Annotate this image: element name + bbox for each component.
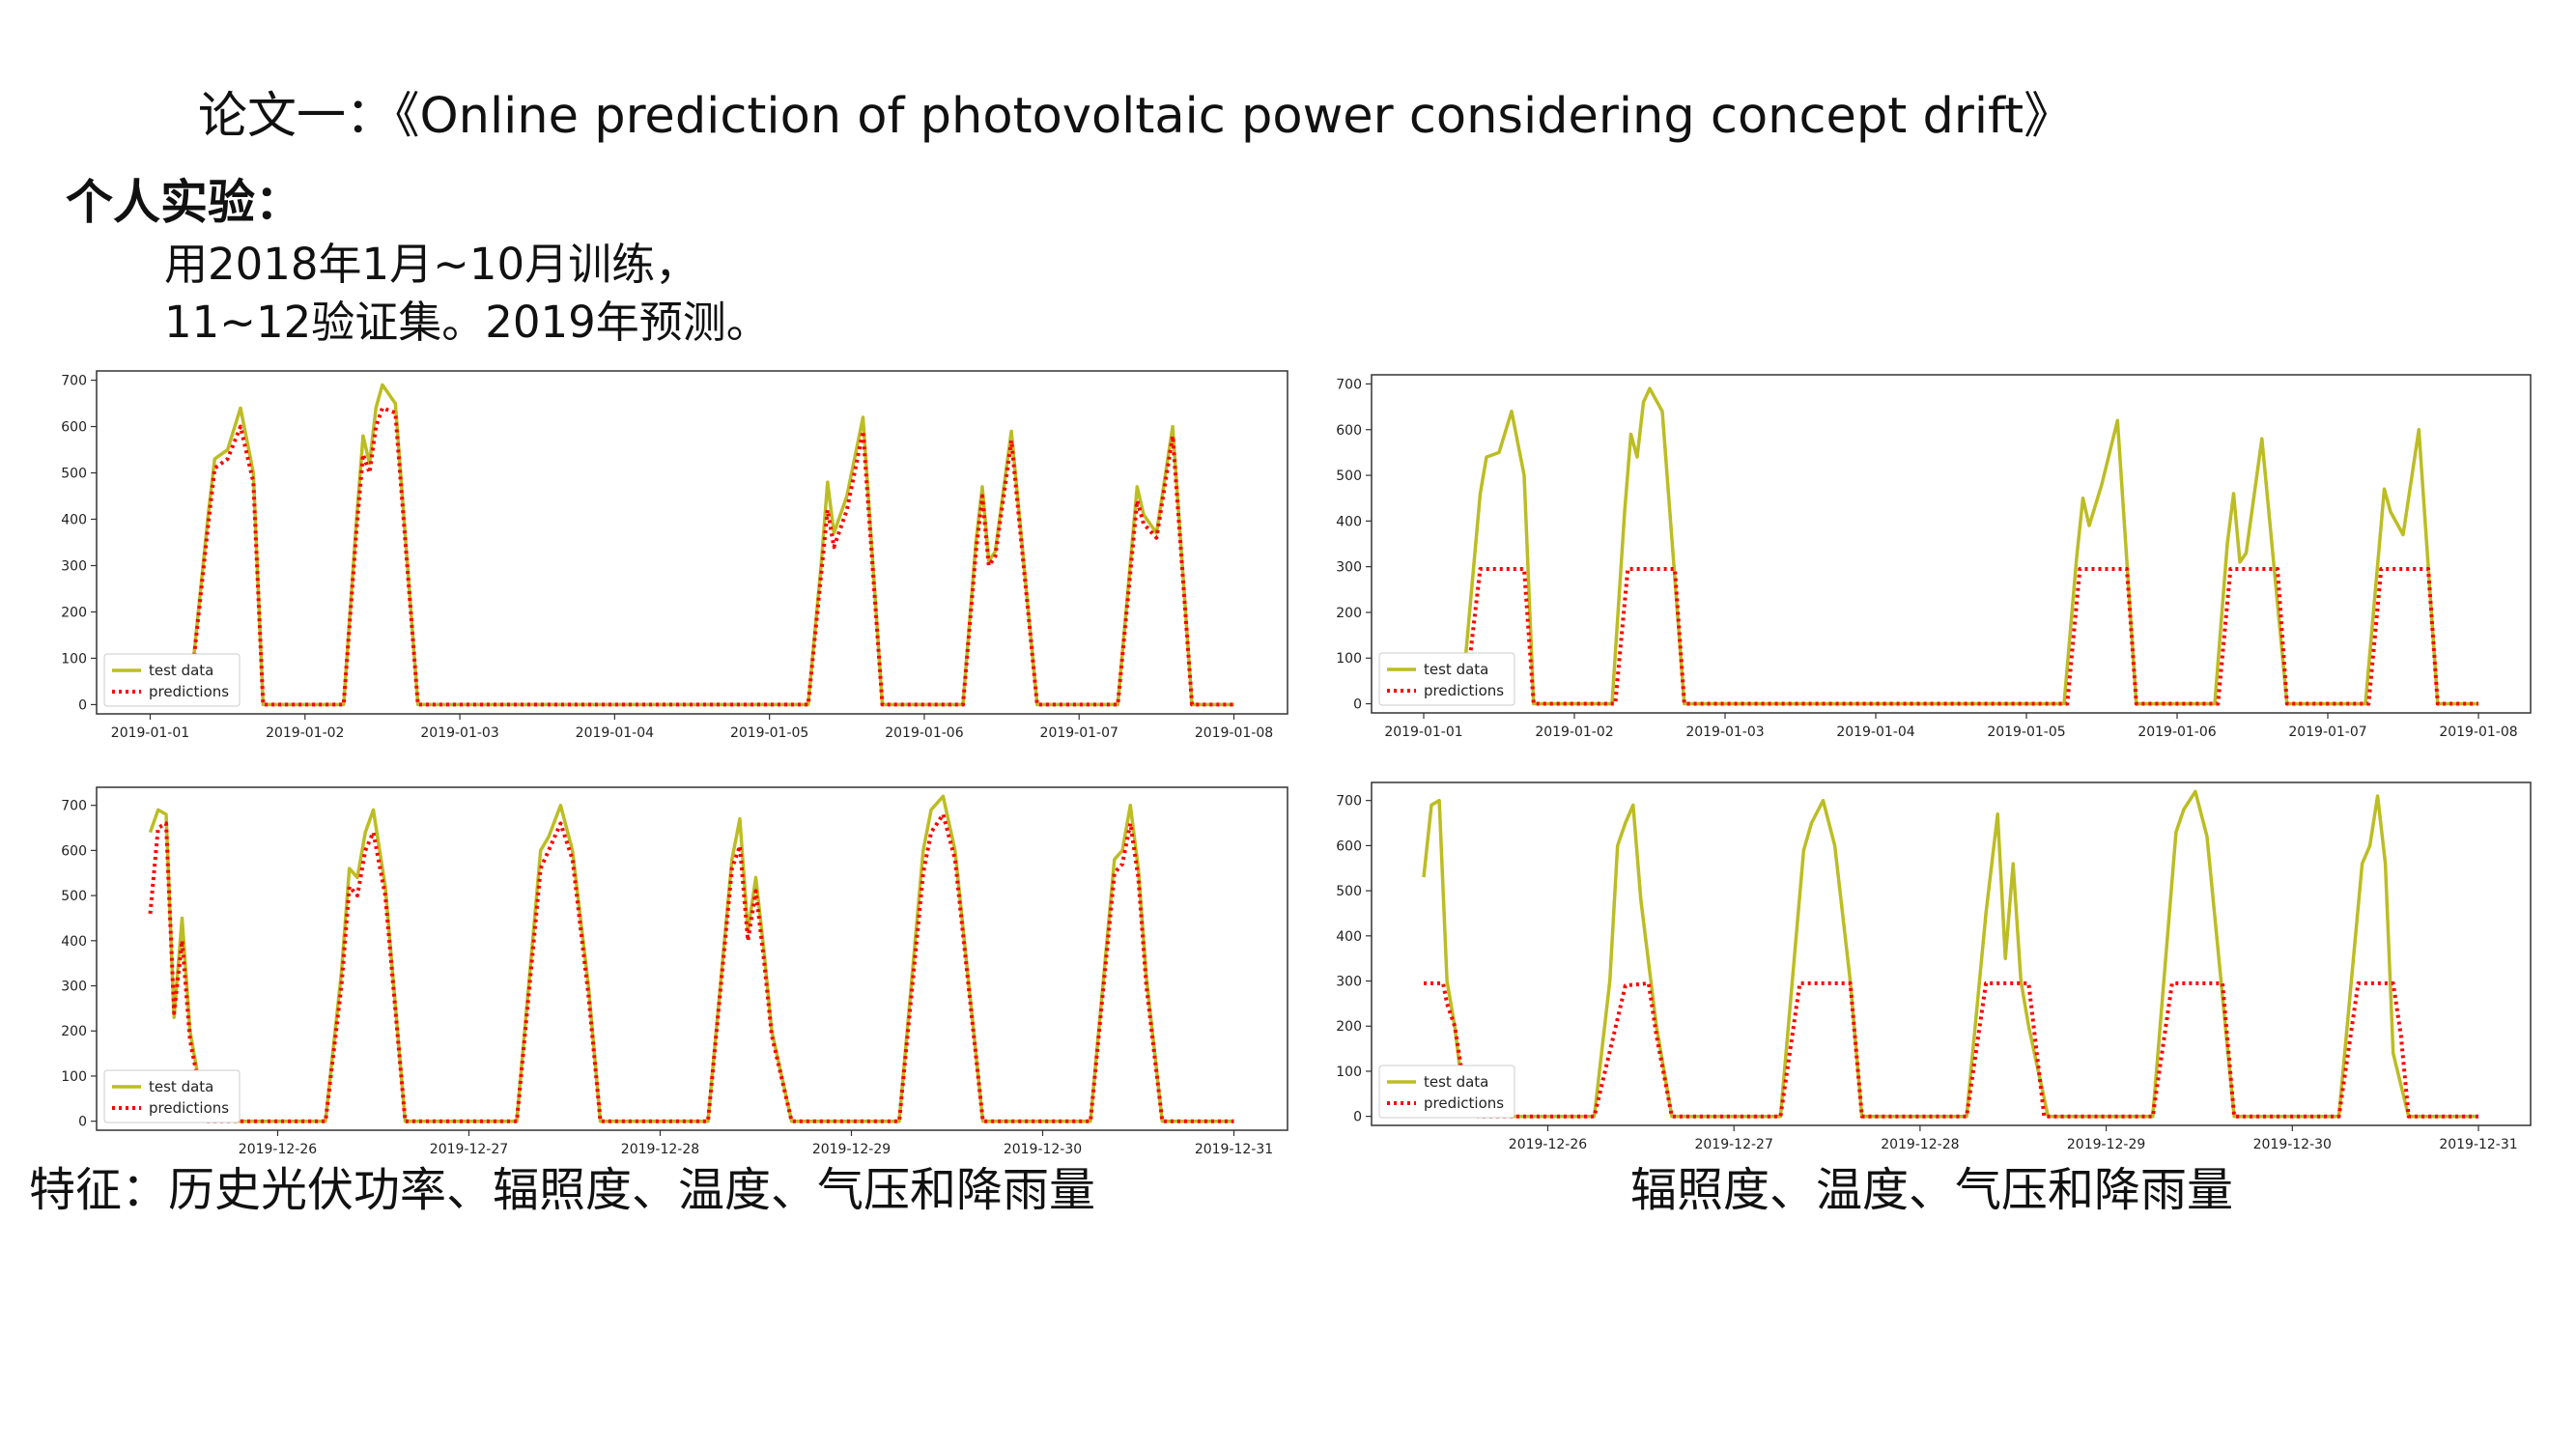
legend-label: predictions: [149, 1099, 229, 1117]
y-tick-label: 400: [61, 934, 87, 950]
x-tick-label: 2019-12-31: [2439, 1137, 2517, 1152]
series-line-predictions: [1424, 567, 2478, 706]
caption-left: 特征：历史光伏功率、辐照度、温度、气压和降雨量: [29, 1163, 1096, 1217]
chart-top-left: 0 100 200 300 400 500 600 700 2019-01-01 2019-01-…: [61, 370, 1288, 741]
plot-frame: [96, 370, 1288, 715]
x-tick-label: 2019-01-01: [1384, 724, 1462, 740]
y-tick-label: 600: [1336, 838, 1362, 854]
y-tick-label: 500: [61, 467, 87, 482]
legend-label: predictions: [1424, 682, 1504, 699]
legend-box: [1378, 652, 1515, 706]
legend-label: predictions: [149, 683, 229, 700]
x-tick-label: 2019-12-30: [1004, 1142, 1082, 1157]
y-tick-label: 700: [1336, 377, 1362, 392]
chart-bottom-right: 0 100 200 300 400 500 600 700 2019-12-26 2019-12-…: [1336, 781, 2532, 1152]
y-tick-label: 300: [1336, 975, 1362, 990]
y-tick-label: 600: [1336, 423, 1362, 439]
y-tick-label: 600: [61, 420, 87, 436]
x-tick-label: 2019-01-03: [1685, 724, 1764, 740]
y-tick-label: 100: [61, 651, 87, 667]
x-tick-label: 2019-01-06: [885, 725, 963, 741]
legend-box: [103, 653, 241, 707]
y-tick-label: 100: [1336, 1065, 1362, 1080]
x-tick-label: 2019-01-08: [2439, 724, 2517, 740]
plot-frame: [1371, 781, 2532, 1126]
y-tick-label: 100: [1336, 651, 1362, 667]
y-tick-label: 200: [1336, 1019, 1362, 1035]
x-tick-label: 2019-01-05: [730, 725, 808, 741]
chart-bottom-left: 0 100 200 300 400 500 600 700 2019-12-26 2019-12-…: [61, 786, 1288, 1157]
x-tick-label: 2019-01-08: [1195, 725, 1273, 741]
x-tick-label: 2019-12-26: [239, 1142, 317, 1157]
legend-label: test data: [1424, 661, 1488, 678]
x-tick-label: 2019-01-06: [2137, 724, 2216, 740]
chart-top-right: 0 100 200 300 400 500 600 700 2019-01-01 2019-01-…: [1336, 374, 2532, 740]
y-tick-label: 500: [61, 889, 87, 904]
caption-right: 辐照度、温度、气压和降雨量: [1630, 1163, 2234, 1217]
slide-title: 论文一：《Online prediction of photovoltaic p…: [198, 88, 2074, 145]
x-tick-label: 2019-01-07: [1040, 725, 1118, 741]
x-tick-label: 2019-12-28: [621, 1142, 699, 1157]
y-tick-label: 300: [1336, 560, 1362, 576]
y-tick-label: 200: [61, 605, 87, 620]
description-line-2: 11~12验证集。2019年预测。: [164, 297, 770, 348]
y-tick-label: 300: [61, 980, 87, 995]
y-tick-label: 700: [61, 799, 87, 814]
x-tick-label: 2019-01-03: [420, 725, 498, 741]
x-tick-label: 2019-12-26: [1509, 1137, 1587, 1152]
plot-frame: [1371, 374, 2532, 714]
y-tick-label: 500: [1336, 884, 1362, 899]
x-tick-label: 2019-01-04: [576, 725, 654, 741]
y-tick-label: 400: [1336, 929, 1362, 945]
legend-box: [103, 1069, 241, 1123]
legend-box: [1378, 1065, 1515, 1119]
series-line-test-data: [1424, 386, 2478, 706]
y-tick-label: 0: [1353, 1110, 1362, 1125]
y-tick-label: 600: [61, 843, 87, 859]
x-tick-label: 2019-12-27: [1694, 1137, 1772, 1152]
x-tick-label: 2019-01-04: [1836, 724, 1914, 740]
y-tick-label: 100: [61, 1069, 87, 1085]
x-tick-label: 2019-12-27: [430, 1142, 508, 1157]
x-tick-label: 2019-01-02: [266, 725, 344, 741]
x-tick-label: 2019-01-02: [1535, 724, 1613, 740]
y-tick-label: 400: [61, 513, 87, 528]
legend-label: test data: [149, 1078, 213, 1095]
x-tick-label: 2019-01-01: [111, 725, 189, 741]
plot-frame: [96, 786, 1288, 1131]
x-tick-label: 2019-12-29: [812, 1142, 891, 1157]
y-tick-label: 700: [61, 374, 87, 389]
y-tick-label: 700: [1336, 794, 1362, 810]
legend-label: test data: [149, 662, 213, 679]
x-tick-label: 2019-12-30: [2253, 1137, 2332, 1152]
y-tick-label: 200: [1336, 606, 1362, 621]
x-tick-label: 2019-12-31: [1195, 1142, 1273, 1157]
y-tick-label: 200: [61, 1024, 87, 1039]
x-tick-label: 2019-01-05: [1987, 724, 2065, 740]
y-tick-label: 300: [61, 558, 87, 574]
x-tick-label: 2019-01-07: [2288, 724, 2366, 740]
y-tick-label: 400: [1336, 514, 1362, 529]
legend-label: predictions: [1424, 1094, 1504, 1112]
x-tick-label: 2019-12-28: [1881, 1137, 1959, 1152]
section-heading: 个人实验：: [66, 175, 303, 230]
y-tick-label: 0: [1353, 697, 1362, 713]
description-line-1: 用2018年1月~10月训练，: [164, 239, 699, 290]
y-tick-label: 500: [1336, 469, 1362, 484]
series-line-predictions: [148, 812, 1234, 1123]
x-tick-label: 2019-12-29: [2067, 1137, 2145, 1152]
legend-label: test data: [1424, 1073, 1488, 1091]
series-line-test-data: [1422, 789, 2478, 1119]
series-line-test-data: [150, 383, 1234, 707]
y-tick-label: 0: [78, 1115, 87, 1130]
y-tick-label: 0: [78, 697, 87, 713]
